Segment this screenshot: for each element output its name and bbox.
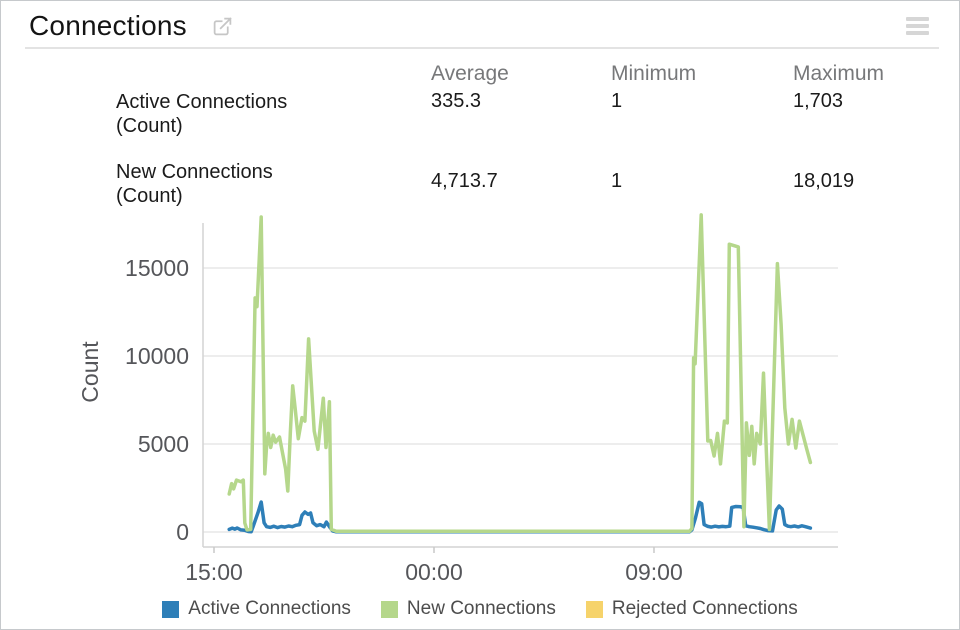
y-tick-label: 0 bbox=[176, 519, 189, 545]
legend-item-rejected-connections[interactable]: Rejected Connections bbox=[585, 598, 798, 620]
rejected-connections-swatch bbox=[585, 600, 603, 618]
stat-value-maximum: 18,019 bbox=[793, 170, 855, 192]
legend-item-active-connections[interactable]: Active Connections bbox=[162, 598, 351, 620]
y-tick-label: 5000 bbox=[138, 431, 189, 457]
y-tick-label: 10000 bbox=[125, 343, 189, 369]
metric-unit: (Count) bbox=[116, 115, 183, 137]
menu-bar bbox=[906, 31, 929, 35]
stat-value-minimum: 1 bbox=[611, 170, 623, 192]
legend-label: Rejected Connections bbox=[611, 598, 798, 619]
legend-item-new-connections[interactable]: New Connections bbox=[380, 598, 556, 620]
column-header-average: Average bbox=[431, 62, 509, 85]
header-divider bbox=[25, 47, 939, 49]
metric-name: Active Connections bbox=[116, 91, 288, 113]
legend-label: Active Connections bbox=[188, 598, 351, 619]
stat-row-label: Active Connections (Count) bbox=[116, 90, 287, 138]
widget-title: Connections bbox=[29, 10, 187, 41]
new-connections-line bbox=[227, 213, 813, 534]
menu-bar bbox=[906, 24, 929, 28]
stat-value-average: 335.3 bbox=[431, 90, 482, 112]
active-connections-swatch bbox=[162, 600, 180, 618]
x-tick-label: 00:00 bbox=[405, 559, 463, 585]
metric-name: New Connections bbox=[116, 161, 273, 183]
x-tick-label: 15:00 bbox=[185, 559, 243, 585]
legend-label: New Connections bbox=[406, 598, 556, 619]
connections-chart[interactable]: 0 5000 10000 15000 15:00 00:00 09:00 Count bbox=[1, 201, 960, 591]
hamburger-menu-icon[interactable] bbox=[906, 17, 929, 38]
chart-legend: Active Connections New Connections Rejec… bbox=[1, 598, 959, 620]
active-connections-line bbox=[227, 500, 813, 534]
metric-unit: (Count) bbox=[116, 185, 183, 207]
column-header-minimum: Minimum bbox=[611, 62, 697, 85]
y-axis-title: Count bbox=[77, 341, 103, 403]
stat-value-maximum: 1,703 bbox=[793, 90, 844, 112]
new-connections-swatch bbox=[380, 600, 398, 618]
stat-value-average: 4,713.7 bbox=[431, 170, 498, 192]
column-header-maximum: Maximum bbox=[793, 62, 885, 85]
x-tick-label: 09:00 bbox=[625, 559, 683, 585]
stat-value-minimum: 1 bbox=[611, 90, 623, 112]
stat-row-label: New Connections (Count) bbox=[116, 160, 273, 208]
y-tick-label: 15000 bbox=[125, 255, 189, 281]
menu-bar bbox=[906, 17, 929, 21]
external-link-icon[interactable] bbox=[212, 16, 233, 37]
